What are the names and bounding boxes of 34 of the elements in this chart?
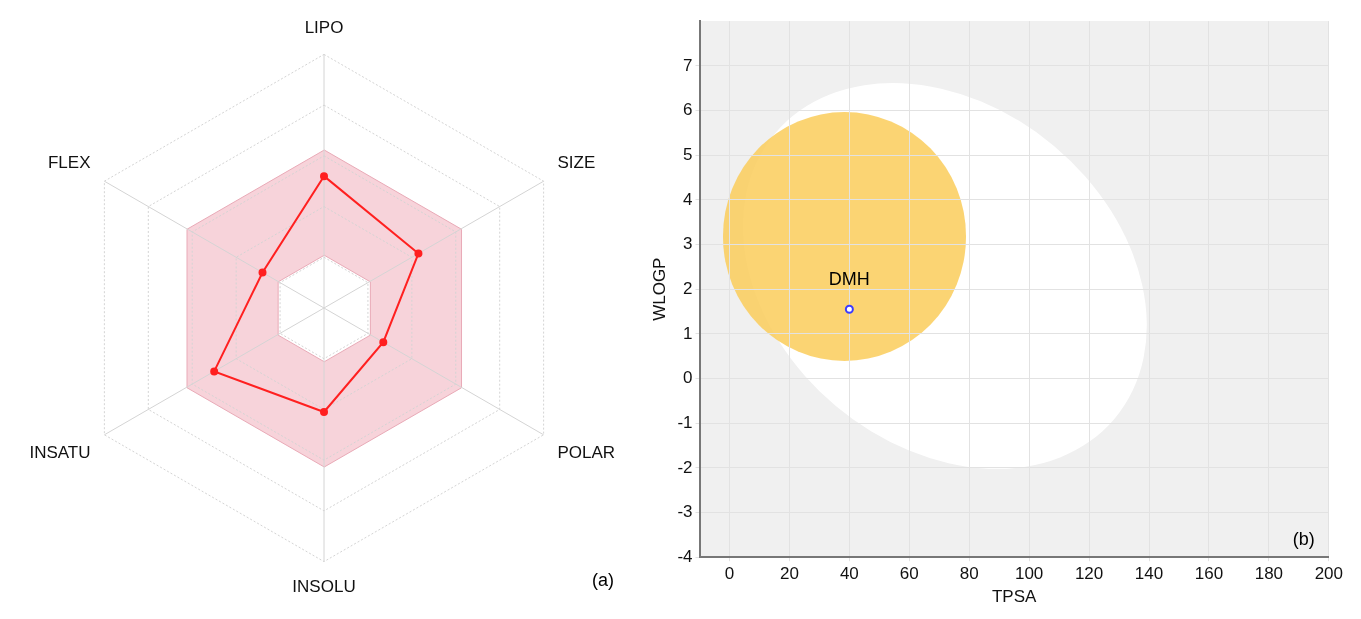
- text: (a): [592, 569, 614, 590]
- spoke-label: FLEX: [47, 152, 91, 172]
- y-tick-label: 0: [683, 368, 693, 388]
- y-tick-label: 3: [683, 234, 693, 254]
- x-tick-label: 160: [1194, 564, 1224, 584]
- y-tick-label: 5: [683, 144, 693, 164]
- x-tick-label: 80: [959, 564, 979, 584]
- x-tick-label: 20: [779, 564, 799, 584]
- x-tick-label: 180: [1254, 564, 1284, 584]
- y-tick-label: -3: [677, 502, 693, 522]
- annotation: (b): [1292, 529, 1315, 550]
- spoke-label: INSOLU: [292, 577, 356, 597]
- y-tick-label: 7: [683, 55, 693, 75]
- x-tick-label: 100: [1014, 564, 1044, 584]
- x-tick-label: 120: [1074, 564, 1104, 584]
- spoke-label: SIZE: [557, 152, 596, 172]
- spoke-label: LIPO: [304, 17, 344, 37]
- y-tick-label: -2: [677, 457, 693, 477]
- spoke-label: POLAR: [557, 442, 616, 462]
- y-tick-label: 1: [683, 323, 693, 343]
- x-tick-label: 60: [899, 564, 919, 584]
- annotation: DMH: [828, 269, 870, 290]
- y-tick-label: 2: [683, 278, 693, 298]
- x-tick-label: 140: [1134, 564, 1164, 584]
- spoke-label: INSATU: [29, 442, 91, 462]
- x-tick-label: 0: [724, 564, 735, 584]
- y-axis-title: WLOGP: [649, 257, 669, 321]
- y-tick-label: 6: [683, 100, 693, 120]
- x-tick-label: 200: [1314, 564, 1344, 584]
- y-tick-label: 4: [683, 189, 693, 209]
- y-tick-label: -1: [677, 412, 693, 432]
- x-axis-title: TPSA: [991, 587, 1038, 607]
- x-tick-label: 40: [839, 564, 859, 584]
- y-tick-label: -4: [677, 546, 693, 566]
